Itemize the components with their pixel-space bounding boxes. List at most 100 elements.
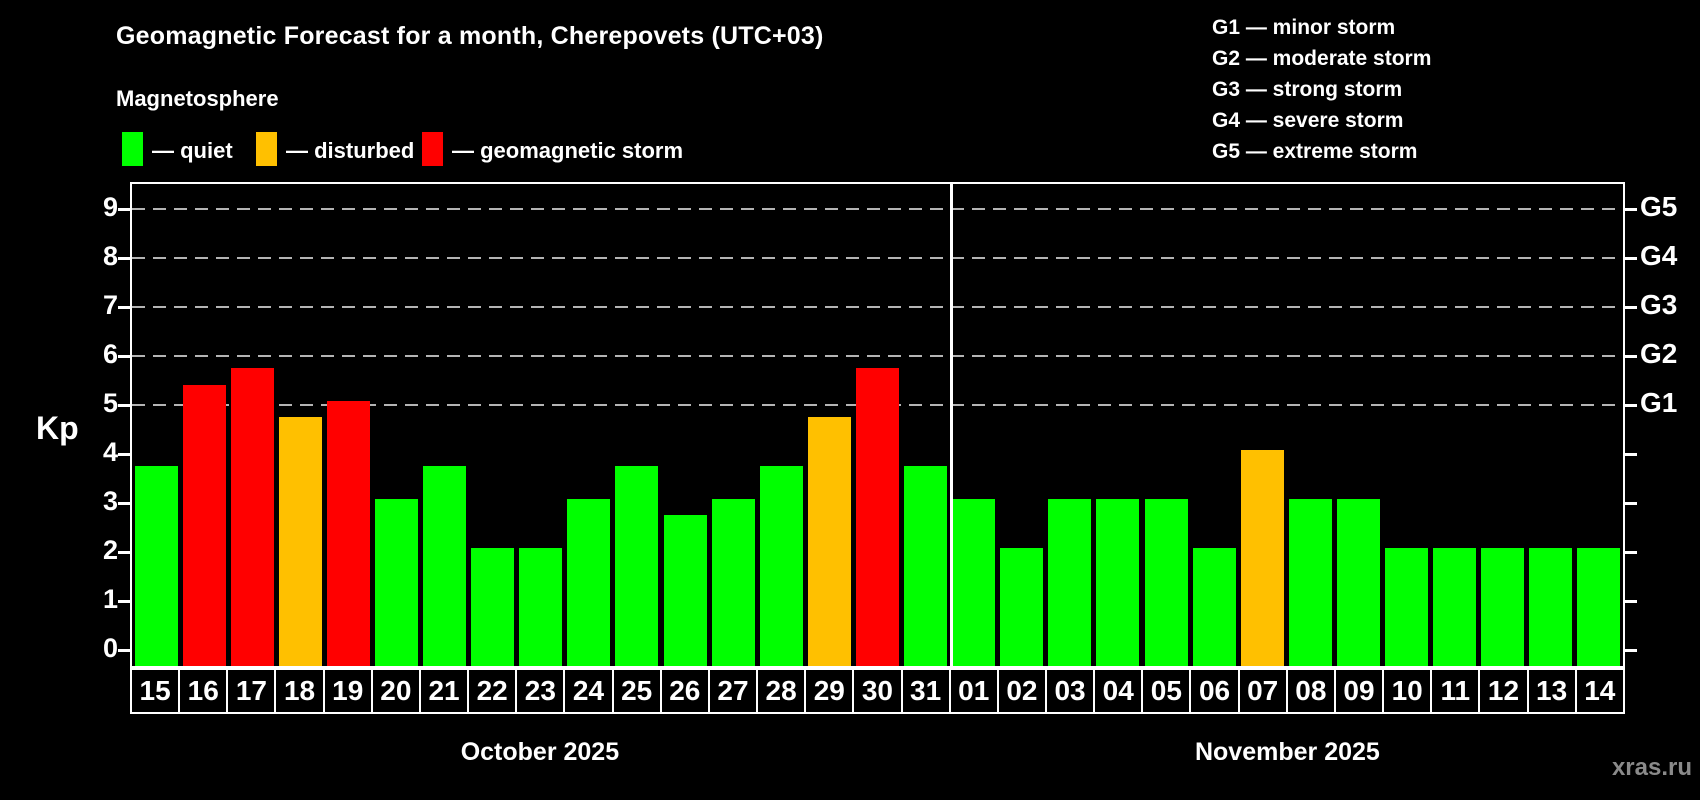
tick-right-kp6: [1625, 355, 1637, 358]
bar-cell-day-08: [1286, 184, 1334, 666]
storm-scale-legend: G1 — minor storm G2 — moderate storm G3 …: [1212, 12, 1431, 167]
storm-legend-swatch-icon: [422, 132, 443, 166]
kp-bar-day-18: [278, 417, 322, 666]
tick-left-kp0: [118, 649, 130, 652]
y-tick-label-1: 1: [102, 584, 118, 614]
bar-cell-day-12: [1479, 184, 1527, 666]
gridline-kp6: [132, 355, 1623, 357]
month-label-1: November 2025: [1194, 738, 1380, 766]
g-axis-label-g5: G5: [1640, 191, 1678, 222]
subtitle-magnetosphere: Magnetosphere: [116, 86, 279, 111]
bar-cell-day-05: [1142, 184, 1190, 666]
day-label-cell-17: 17: [226, 668, 277, 714]
kp-bar-day-19: [326, 401, 370, 666]
day-label-cell-01: 01: [948, 668, 999, 714]
bar-cell-day-25: [613, 184, 661, 666]
month-label-0: October 2025: [460, 738, 620, 766]
bar-cell-day-30: [853, 184, 901, 666]
tick-right-kp9: [1625, 208, 1637, 211]
kp-bar-day-28: [759, 466, 803, 666]
disturbed-legend-label: — disturbed: [286, 138, 415, 163]
storm-scale-g1: G1 — minor storm: [1212, 16, 1396, 39]
kp-bar-day-02: [1000, 548, 1044, 666]
g-axis-label-g4: G4: [1640, 240, 1678, 271]
tick-right-kp3: [1625, 502, 1637, 505]
y-axis-title-kp: Kp: [36, 410, 79, 446]
tick-left-kp8: [118, 257, 130, 260]
day-label-cell-29: 29: [804, 668, 855, 714]
day-label-cell-15: 15: [130, 668, 181, 714]
day-label-cell-18: 18: [274, 668, 325, 714]
day-label-cell-04: 04: [1093, 668, 1144, 714]
gridline-kp8: [132, 257, 1623, 259]
tick-left-kp6: [118, 355, 130, 358]
y-tick-label-3: 3: [102, 486, 118, 516]
quiet-legend-label: — quiet: [152, 138, 233, 163]
bar-cell-day-23: [517, 184, 565, 666]
bar-cell-day-27: [709, 184, 757, 666]
kp-bar-day-30: [855, 368, 899, 666]
bar-cell-day-13: [1527, 184, 1575, 666]
month-divider-line: [950, 184, 954, 666]
tick-left-kp7: [118, 306, 130, 309]
bar-cell-day-15: [132, 184, 180, 666]
day-label-cell-10: 10: [1382, 668, 1433, 714]
gridline-kp7: [132, 306, 1623, 308]
plot-area: [118, 182, 1637, 668]
bar-cell-day-28: [757, 184, 805, 666]
kp-bar-day-12: [1481, 548, 1525, 666]
day-label-cell-25: 25: [611, 668, 662, 714]
day-label-cell-21: 21: [418, 668, 470, 714]
day-label-cell-31: 31: [900, 668, 951, 714]
tick-right-kp5: [1625, 404, 1637, 407]
bar-cell-day-10: [1382, 184, 1430, 666]
kp-bar-day-16: [182, 384, 226, 666]
bar-cell-day-17: [228, 184, 276, 666]
y-tick-label-9: 9: [102, 192, 118, 222]
day-label-cell-08: 08: [1285, 668, 1336, 714]
tick-right-kp8: [1625, 257, 1637, 260]
tick-left-kp1: [118, 600, 130, 603]
kp-bar-day-22: [471, 548, 515, 666]
tick-left-kp3: [118, 502, 130, 505]
tick-right-kp0: [1625, 649, 1637, 652]
kp-bar-day-25: [615, 466, 659, 666]
bar-cell-day-07: [1238, 184, 1286, 666]
tick-left-kp2: [118, 551, 130, 554]
watermark-xras: xras.ru: [1611, 754, 1692, 781]
kp-bar-day-08: [1288, 499, 1332, 666]
kp-bar-day-09: [1336, 499, 1380, 666]
bar-cell-day-24: [565, 184, 613, 666]
bar-cell-day-20: [372, 184, 420, 666]
tick-left-kp5: [118, 404, 130, 407]
day-label-cell-13: 13: [1526, 668, 1577, 714]
day-label-cell-07: 07: [1237, 668, 1288, 714]
y-tick-label-0: 0: [102, 633, 118, 663]
storm-scale-g2: G2 — moderate storm: [1212, 47, 1432, 70]
bar-cell-day-16: [180, 184, 228, 666]
bar-cell-day-02: [998, 184, 1046, 666]
gridline-kp9: [132, 208, 1623, 210]
day-label-cell-03: 03: [1044, 668, 1096, 714]
day-label-cell-23: 23: [515, 668, 566, 714]
bar-cell-day-21: [421, 184, 469, 666]
day-label-cell-19: 19: [322, 668, 373, 714]
day-label-cell-20: 20: [370, 668, 421, 714]
storm-legend-label: — geomagnetic storm: [452, 138, 684, 163]
kp-bars: [132, 184, 1623, 666]
kp-bar-day-20: [375, 499, 419, 666]
day-label-cell-05: 05: [1141, 668, 1192, 714]
bar-cell-day-06: [1190, 184, 1238, 666]
bar-cell-day-11: [1431, 184, 1479, 666]
y-tick-label-7: 7: [102, 290, 118, 320]
kp-bar-day-14: [1577, 548, 1621, 666]
bar-cell-day-19: [324, 184, 372, 666]
bar-cell-day-29: [805, 184, 853, 666]
kp-bar-day-03: [1048, 499, 1092, 666]
day-label-cell-30: 30: [852, 668, 903, 714]
kp-bar-day-29: [807, 417, 851, 666]
day-label-cell-14: 14: [1574, 668, 1625, 714]
kp-bar-day-04: [1096, 499, 1140, 666]
storm-scale-g3: G3 — strong storm: [1212, 78, 1403, 101]
